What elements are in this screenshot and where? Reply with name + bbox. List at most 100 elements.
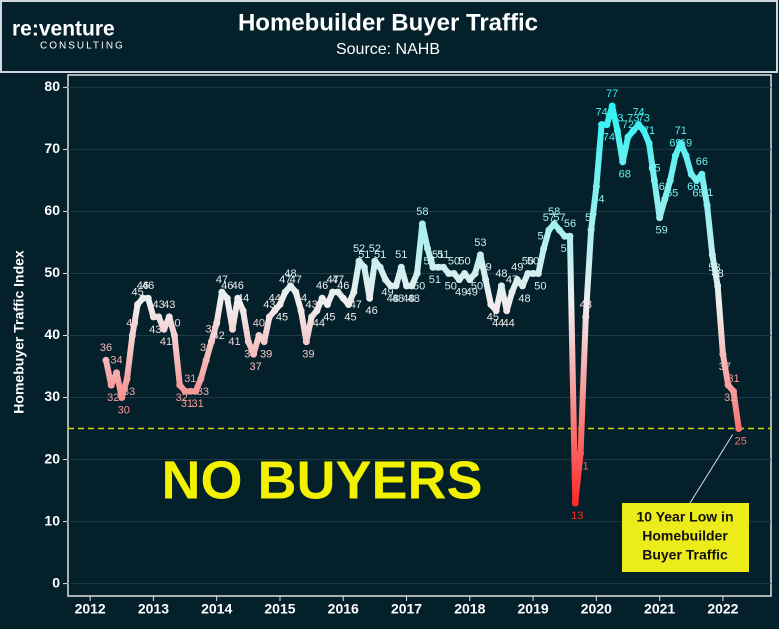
data-label: 32 bbox=[724, 392, 736, 404]
annotation-arrow bbox=[689, 434, 734, 504]
data-point bbox=[582, 313, 590, 321]
data-label: 44 bbox=[313, 318, 325, 330]
data-label: 61 bbox=[701, 187, 713, 199]
data-label: 51 bbox=[374, 249, 386, 261]
y-tick-label: 10 bbox=[44, 512, 60, 528]
data-point bbox=[561, 232, 569, 240]
data-label: 50 bbox=[471, 280, 483, 292]
data-point bbox=[529, 269, 537, 277]
data-label: 59 bbox=[656, 225, 668, 237]
data-point bbox=[260, 338, 268, 346]
annotation-box-text: Homebuilder bbox=[642, 528, 728, 544]
data-point bbox=[413, 269, 421, 277]
data-label: 54 bbox=[538, 231, 550, 243]
data-label: 45 bbox=[323, 311, 335, 323]
data-label: 73 bbox=[627, 113, 639, 125]
data-label: 21 bbox=[576, 460, 588, 472]
data-label: 40 bbox=[126, 317, 138, 329]
data-label: 40 bbox=[168, 317, 180, 329]
data-point bbox=[255, 332, 263, 339]
data-point bbox=[603, 121, 611, 129]
data-point bbox=[450, 269, 458, 277]
data-point bbox=[566, 232, 574, 240]
data-label: 57 bbox=[543, 212, 555, 224]
data-point bbox=[149, 313, 157, 321]
data-label: 68 bbox=[619, 169, 631, 181]
data-point bbox=[355, 257, 363, 265]
data-label: 32 bbox=[176, 392, 188, 404]
data-point bbox=[698, 170, 706, 178]
data-point bbox=[719, 350, 727, 358]
data-point bbox=[571, 499, 579, 507]
data-point bbox=[592, 183, 600, 191]
data-label: 50 bbox=[458, 255, 470, 267]
data-label: 65 bbox=[648, 162, 660, 174]
data-point bbox=[671, 152, 679, 160]
data-point bbox=[461, 269, 469, 277]
data-point bbox=[629, 127, 637, 135]
data-label: 50 bbox=[413, 280, 425, 292]
data-point bbox=[503, 307, 511, 315]
y-tick-label: 30 bbox=[44, 388, 60, 404]
data-point bbox=[313, 307, 321, 315]
data-point bbox=[513, 276, 521, 284]
data-point bbox=[677, 139, 685, 147]
data-point bbox=[218, 288, 226, 296]
data-label: 37 bbox=[719, 361, 731, 373]
data-label: 46 bbox=[232, 280, 244, 292]
y-axis-label: Homebuyer Traffic Index bbox=[11, 250, 27, 414]
data-label: 39 bbox=[302, 349, 314, 361]
data-point bbox=[540, 245, 548, 253]
data-label: 48 bbox=[284, 268, 296, 280]
data-point bbox=[466, 276, 474, 284]
data-label: 48 bbox=[408, 293, 420, 305]
data-point bbox=[682, 152, 690, 160]
x-tick-label: 2017 bbox=[391, 601, 422, 617]
data-label: 31 bbox=[184, 373, 196, 385]
annotation-box-text: Buyer Traffic bbox=[642, 547, 728, 563]
data-point bbox=[239, 307, 247, 315]
data-label: 44 bbox=[269, 293, 281, 305]
data-point bbox=[387, 282, 395, 290]
data-label: 42 bbox=[213, 330, 225, 342]
data-label: 66 bbox=[687, 181, 699, 193]
data-point bbox=[134, 300, 142, 308]
data-point bbox=[403, 282, 411, 290]
data-point bbox=[308, 313, 316, 321]
x-tick-label: 2016 bbox=[328, 601, 359, 617]
data-label: 48 bbox=[402, 293, 414, 305]
data-point bbox=[297, 307, 305, 315]
data-label: 74 bbox=[595, 107, 607, 119]
data-point bbox=[439, 263, 447, 271]
data-point bbox=[202, 356, 210, 364]
data-label: 32 bbox=[107, 392, 119, 404]
header bbox=[0, 0, 778, 73]
data-label: 30 bbox=[118, 404, 130, 416]
x-tick-label: 2013 bbox=[138, 601, 169, 617]
data-label: 33 bbox=[197, 386, 209, 398]
data-label: 46 bbox=[142, 280, 154, 292]
data-point bbox=[577, 449, 585, 457]
data-point bbox=[471, 269, 479, 277]
y-tick-label: 40 bbox=[44, 326, 60, 342]
data-label: 46 bbox=[337, 280, 349, 292]
data-label: 41 bbox=[160, 336, 172, 348]
data-point bbox=[645, 139, 653, 147]
data-point bbox=[729, 387, 737, 395]
data-point bbox=[693, 176, 701, 184]
x-tick-label: 2022 bbox=[707, 601, 738, 617]
data-point bbox=[429, 263, 437, 271]
data-label: 50 bbox=[527, 255, 539, 267]
data-point bbox=[123, 375, 131, 383]
data-label: 56 bbox=[561, 243, 573, 255]
data-label: 65 bbox=[692, 187, 704, 199]
data-point bbox=[170, 332, 178, 339]
data-label: 36 bbox=[200, 342, 212, 354]
data-point bbox=[650, 176, 658, 184]
data-label: 72 bbox=[622, 119, 634, 131]
data-label: 65 bbox=[666, 187, 678, 199]
data-point bbox=[160, 325, 168, 333]
data-label: 45 bbox=[276, 311, 288, 323]
data-label: 36 bbox=[100, 342, 112, 354]
data-point bbox=[102, 356, 110, 364]
